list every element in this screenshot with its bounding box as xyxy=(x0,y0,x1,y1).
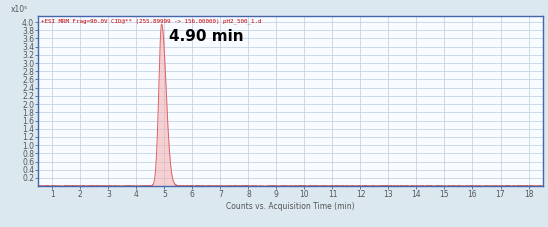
Text: 4.90 min: 4.90 min xyxy=(169,29,243,44)
Text: +ESI MRM Frag=90.0V CID@** (255.89999 -> 156.00000) pH2_500_1.d: +ESI MRM Frag=90.0V CID@** (255.89999 ->… xyxy=(41,18,261,24)
X-axis label: Counts vs. Acquisition Time (min): Counts vs. Acquisition Time (min) xyxy=(226,202,355,211)
Text: x10⁵: x10⁵ xyxy=(10,5,28,14)
